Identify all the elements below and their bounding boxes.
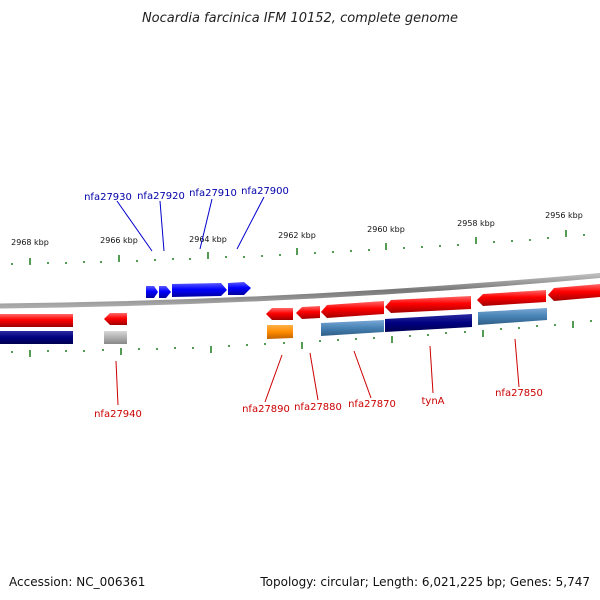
gene-arrow-nfa27920[interactable] — [159, 286, 171, 298]
lower-tick-row — [11, 320, 592, 357]
forward-label-leaders — [116, 196, 265, 252]
kbp-label: 2958 kbp — [457, 219, 495, 228]
gene-label[interactable]: nfa27880 — [294, 402, 342, 413]
kbp-label: 2960 kbp — [367, 225, 405, 234]
upper-tick-row — [11, 230, 585, 265]
cog-bar-left-edge — [0, 331, 73, 344]
cog-bar-nfa27870 — [321, 320, 384, 336]
kbp-labels: 2968 kbp 2966 kbp 2964 kbp 2962 kbp 2960… — [11, 211, 583, 247]
gene-arrow-nfa27850[interactable] — [477, 290, 546, 306]
reverse-gene-labels: nfa27940 nfa27890 nfa27880 nfa27870 tynA… — [94, 388, 543, 420]
map-title: Nocardia farcinica IFM 10152, complete g… — [142, 11, 458, 26]
cog-bar-nfa27940 — [104, 331, 127, 344]
reverse-label-leaders — [115, 338, 520, 406]
gene-arrow-nfa27930[interactable] — [146, 286, 158, 298]
forward-gene-labels: nfa27930 nfa27920 nfa27910 nfa27900 — [84, 186, 289, 203]
accession-text: Accession: NC_006361 — [9, 575, 145, 589]
gene-arrow-nfa27890[interactable] — [266, 308, 293, 320]
gene-arrow-tynA[interactable] — [385, 296, 471, 313]
reverse-strand-genes — [0, 284, 600, 327]
gene-label[interactable]: nfa27920 — [137, 191, 185, 202]
cog-bars — [0, 308, 547, 344]
gene-arrow-left-edge[interactable] — [0, 314, 73, 327]
gene-arrow-nfa27940[interactable] — [104, 313, 127, 325]
cog-bar-tynA — [385, 314, 472, 332]
gene-arrow-nfa27870[interactable] — [321, 301, 384, 318]
gene-label[interactable]: nfa27910 — [189, 188, 237, 199]
gene-arrow-nfa27910[interactable] — [172, 283, 227, 297]
kbp-label: 2964 kbp — [189, 235, 227, 244]
kbp-label: 2962 kbp — [278, 231, 316, 240]
gene-label[interactable]: tynA — [421, 396, 444, 407]
topology-text: Topology: circular; Length: 6,021,225 bp… — [259, 575, 590, 589]
cog-bar-nfa27890 — [267, 325, 293, 339]
gene-label[interactable]: nfa27890 — [242, 404, 290, 415]
gene-arrow-right-edge[interactable] — [548, 284, 600, 301]
forward-strand-genes — [146, 282, 251, 298]
gene-label[interactable]: nfa27930 — [84, 192, 132, 203]
kbp-label: 2966 kbp — [100, 236, 138, 245]
gene-label[interactable]: nfa27850 — [495, 388, 543, 399]
gene-label[interactable]: nfa27940 — [94, 409, 142, 420]
genome-backbone — [0, 272, 600, 309]
gene-arrow-nfa27900[interactable] — [228, 282, 251, 295]
gene-label[interactable]: nfa27870 — [348, 399, 396, 410]
kbp-label: 2956 kbp — [545, 211, 583, 220]
kbp-label: 2968 kbp — [11, 238, 49, 247]
gene-label[interactable]: nfa27900 — [241, 186, 289, 197]
cog-bar-nfa27850 — [478, 308, 547, 325]
gene-arrow-nfa27880[interactable] — [296, 306, 320, 319]
